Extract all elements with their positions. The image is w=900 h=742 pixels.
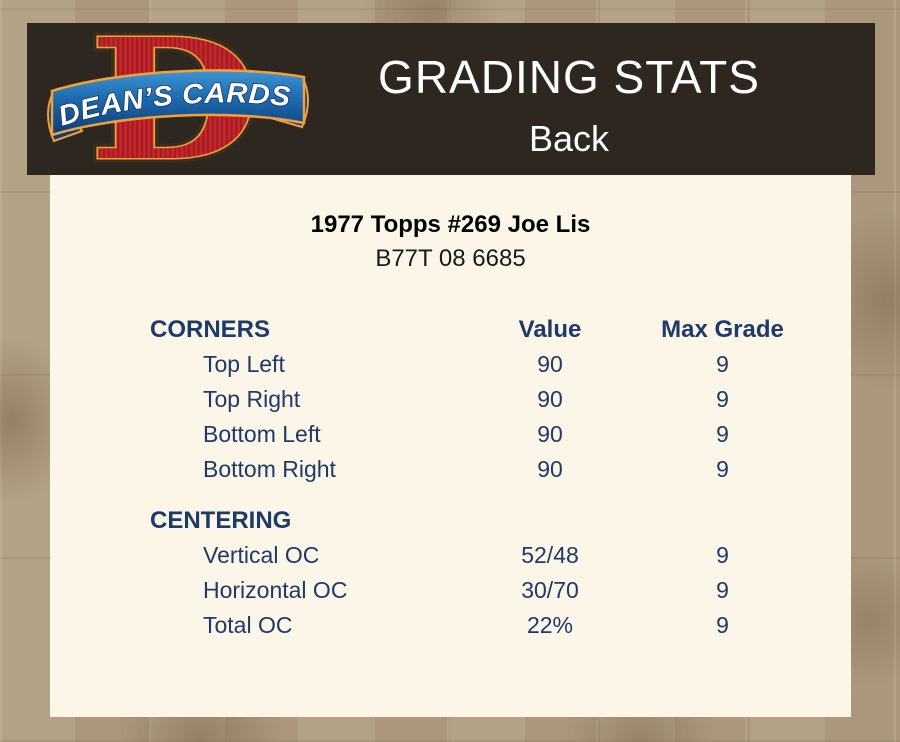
max-grade-cell: 9 (716, 456, 729, 482)
row-label: Bottom Left (203, 421, 321, 447)
card-title: 1977 Topps #269 Joe Lis (310, 211, 591, 238)
value-cell: 30/70 (521, 577, 579, 603)
value-cell: 52/48 (521, 542, 579, 568)
table-row: Bottom Right 90 9 (150, 452, 851, 487)
deans-cards-logo[interactable]: D D DEAN’S CARDS (45, 0, 311, 202)
row-label: Total OC (203, 612, 293, 638)
max-grade-cell: 9 (716, 351, 729, 377)
page-title: GRADING STATS (378, 51, 760, 103)
table-row: Top Right 90 9 (150, 382, 851, 417)
header-banner: D D DEAN’S CARDS GRADING STATS Back (27, 0, 875, 202)
grading-panel: 1977 Topps #269 Joe Lis B77T 08 6685 COR… (50, 175, 851, 717)
table-row: Bottom Left 90 9 (150, 417, 851, 452)
card-serial-number: B77T 08 6685 (375, 245, 526, 272)
section-header-row: CENTERING (150, 503, 851, 538)
column-header-value: Value (518, 316, 582, 343)
column-header-max-grade: Max Grade (661, 316, 784, 343)
deans-cards-logo-icon: D D DEAN’S CARDS (47, 0, 309, 202)
row-label: Top Left (203, 351, 285, 377)
section-name: CENTERING (150, 507, 292, 534)
max-grade-cell: 9 (716, 612, 729, 638)
table-row: Vertical OC 52/48 9 (150, 538, 851, 573)
table-row: Top Left 90 9 (150, 347, 851, 382)
value-cell: 90 (537, 386, 563, 412)
logo-ribbon (50, 69, 306, 137)
value-cell: 90 (537, 456, 563, 482)
card-side-label: Back (528, 118, 610, 159)
section-name: CORNERS (150, 316, 271, 343)
row-label: Top Right (203, 386, 301, 412)
row-label: Vertical OC (203, 542, 320, 568)
grading-stats-table: CORNERS Value Max Grade Top Left 90 9 To… (50, 312, 851, 643)
row-label: Horizontal OC (203, 577, 348, 603)
table-header-row: CORNERS Value Max Grade (150, 312, 851, 347)
max-grade-cell: 9 (716, 421, 729, 447)
value-cell: 90 (537, 421, 563, 447)
row-label: Bottom Right (203, 456, 336, 482)
table-row: Total OC 22% 9 (150, 608, 851, 643)
table-row: Horizontal OC 30/70 9 (150, 573, 851, 608)
header-titles: GRADING STATS Back (297, 23, 841, 175)
value-cell: 22% (526, 612, 574, 638)
max-grade-cell: 9 (716, 542, 729, 568)
max-grade-cell: 9 (716, 577, 729, 603)
value-cell: 90 (537, 351, 563, 377)
max-grade-cell: 9 (716, 386, 729, 412)
